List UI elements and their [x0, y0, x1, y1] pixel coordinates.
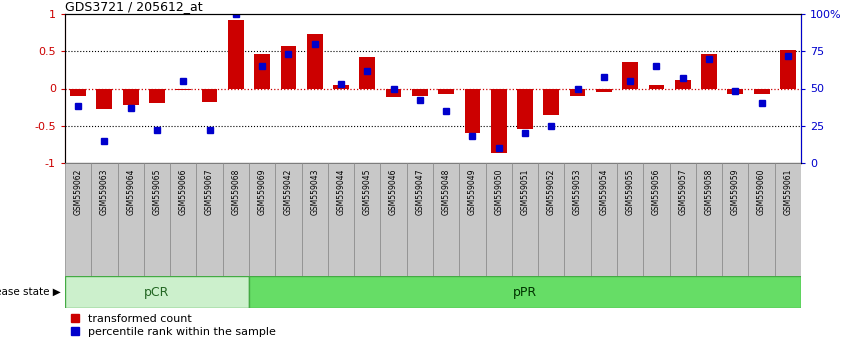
Bar	[438, 88, 454, 95]
Bar	[197, 163, 223, 276]
Bar	[596, 88, 611, 92]
Bar	[202, 88, 217, 102]
Text: GSM559068: GSM559068	[231, 169, 241, 215]
Bar	[517, 88, 533, 130]
Text: GSM559059: GSM559059	[731, 169, 740, 215]
Bar	[412, 88, 428, 96]
Bar	[459, 163, 486, 276]
Text: pPR: pPR	[513, 286, 537, 298]
Bar	[144, 163, 170, 276]
Bar	[565, 163, 591, 276]
Bar	[275, 163, 301, 276]
Bar	[123, 88, 139, 105]
Bar	[464, 88, 481, 133]
Text: pCR: pCR	[145, 286, 170, 298]
Text: GSM559069: GSM559069	[257, 169, 267, 215]
Text: GSM559045: GSM559045	[363, 169, 372, 215]
Text: GSM559056: GSM559056	[652, 169, 661, 215]
Bar	[491, 88, 507, 153]
Bar	[118, 163, 144, 276]
Text: GSM559058: GSM559058	[705, 169, 714, 215]
Text: GSM559049: GSM559049	[468, 169, 477, 215]
Bar	[255, 54, 270, 88]
Text: GSM559054: GSM559054	[599, 169, 609, 215]
Bar	[623, 62, 638, 88]
Bar	[333, 85, 349, 88]
Bar	[486, 163, 512, 276]
Bar	[780, 50, 796, 88]
Bar	[570, 88, 585, 96]
Bar	[748, 163, 775, 276]
Bar	[727, 88, 743, 94]
Text: GSM559052: GSM559052	[546, 169, 556, 215]
Bar	[170, 163, 197, 276]
Bar	[65, 163, 91, 276]
Bar	[775, 163, 801, 276]
Bar	[301, 163, 328, 276]
Text: GSM559062: GSM559062	[74, 169, 82, 215]
Text: GDS3721 / 205612_at: GDS3721 / 205612_at	[65, 0, 203, 13]
Bar	[617, 163, 643, 276]
Bar	[696, 163, 722, 276]
Text: GSM559061: GSM559061	[784, 169, 792, 215]
Text: GSM559043: GSM559043	[310, 169, 320, 215]
Bar	[649, 85, 664, 88]
Text: GSM559044: GSM559044	[337, 169, 346, 215]
Bar	[669, 163, 696, 276]
Bar	[538, 163, 565, 276]
Text: GSM559060: GSM559060	[757, 169, 766, 215]
Bar	[96, 88, 113, 109]
Text: disease state ▶: disease state ▶	[0, 287, 61, 297]
Text: GSM559057: GSM559057	[678, 169, 688, 215]
Bar	[544, 88, 559, 115]
Bar	[512, 163, 538, 276]
Bar	[149, 88, 165, 103]
Bar	[753, 88, 770, 94]
Text: GSM559046: GSM559046	[389, 169, 398, 215]
Bar	[675, 80, 691, 88]
Bar	[91, 163, 118, 276]
Bar	[385, 88, 402, 97]
Bar	[591, 163, 617, 276]
Legend: transformed count, percentile rank within the sample: transformed count, percentile rank withi…	[70, 314, 276, 337]
Bar	[701, 53, 717, 88]
Text: GSM559048: GSM559048	[442, 169, 450, 215]
Bar	[407, 163, 433, 276]
Bar	[328, 163, 354, 276]
Text: GSM559053: GSM559053	[573, 169, 582, 215]
Text: GSM559064: GSM559064	[126, 169, 135, 215]
Bar	[281, 46, 296, 88]
Bar	[380, 163, 407, 276]
Bar	[249, 276, 801, 308]
Bar	[307, 34, 322, 88]
Bar	[354, 163, 380, 276]
Bar	[359, 57, 375, 88]
Text: GSM559050: GSM559050	[494, 169, 503, 215]
Bar	[249, 163, 275, 276]
Text: GSM559055: GSM559055	[625, 169, 635, 215]
Bar	[175, 88, 191, 90]
Text: GSM559042: GSM559042	[284, 169, 293, 215]
Text: GSM559065: GSM559065	[152, 169, 161, 215]
Text: GSM559047: GSM559047	[416, 169, 424, 215]
Bar	[223, 163, 249, 276]
Bar	[70, 88, 86, 96]
Text: GSM559051: GSM559051	[520, 169, 529, 215]
Text: GSM559067: GSM559067	[205, 169, 214, 215]
Bar	[228, 20, 243, 88]
Bar	[433, 163, 459, 276]
Text: GSM559066: GSM559066	[178, 169, 188, 215]
Bar	[643, 163, 669, 276]
Bar	[65, 276, 249, 308]
Bar	[722, 163, 748, 276]
Text: GSM559063: GSM559063	[100, 169, 109, 215]
